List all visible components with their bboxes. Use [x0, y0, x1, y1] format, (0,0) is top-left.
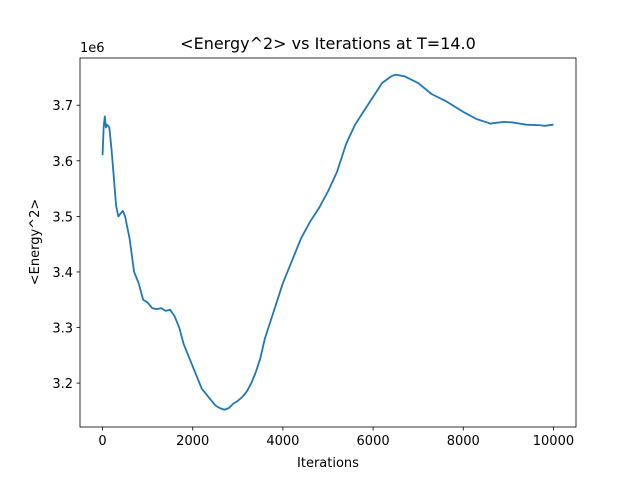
- y-tick-label: 3.2: [52, 377, 73, 392]
- y-tick-label: 3.3: [52, 322, 73, 337]
- plot-frame: [79, 57, 577, 428]
- y-tick-label: 3.5: [52, 210, 73, 225]
- data-line: [101, 73, 554, 411]
- x-tick-label: 0: [98, 434, 106, 449]
- y-offset-label: 1e6: [80, 41, 105, 56]
- y-axis-label: <Energy^2>: [28, 199, 43, 285]
- x-tick-label: 2000: [176, 434, 209, 449]
- x-tick-label: 8000: [447, 434, 480, 449]
- x-tick-label: 4000: [266, 434, 299, 449]
- y-tick-label: 3.6: [52, 155, 73, 170]
- x-axis-label: Iterations: [297, 456, 359, 471]
- x-tick-label: 10000: [533, 434, 574, 449]
- x-tick-label: 6000: [357, 434, 390, 449]
- y-tick-label: 3.7: [52, 99, 73, 114]
- chart-title: <Energy^2> vs Iterations at T=14.0: [180, 34, 476, 53]
- y-tick-label: 3.4: [52, 266, 73, 281]
